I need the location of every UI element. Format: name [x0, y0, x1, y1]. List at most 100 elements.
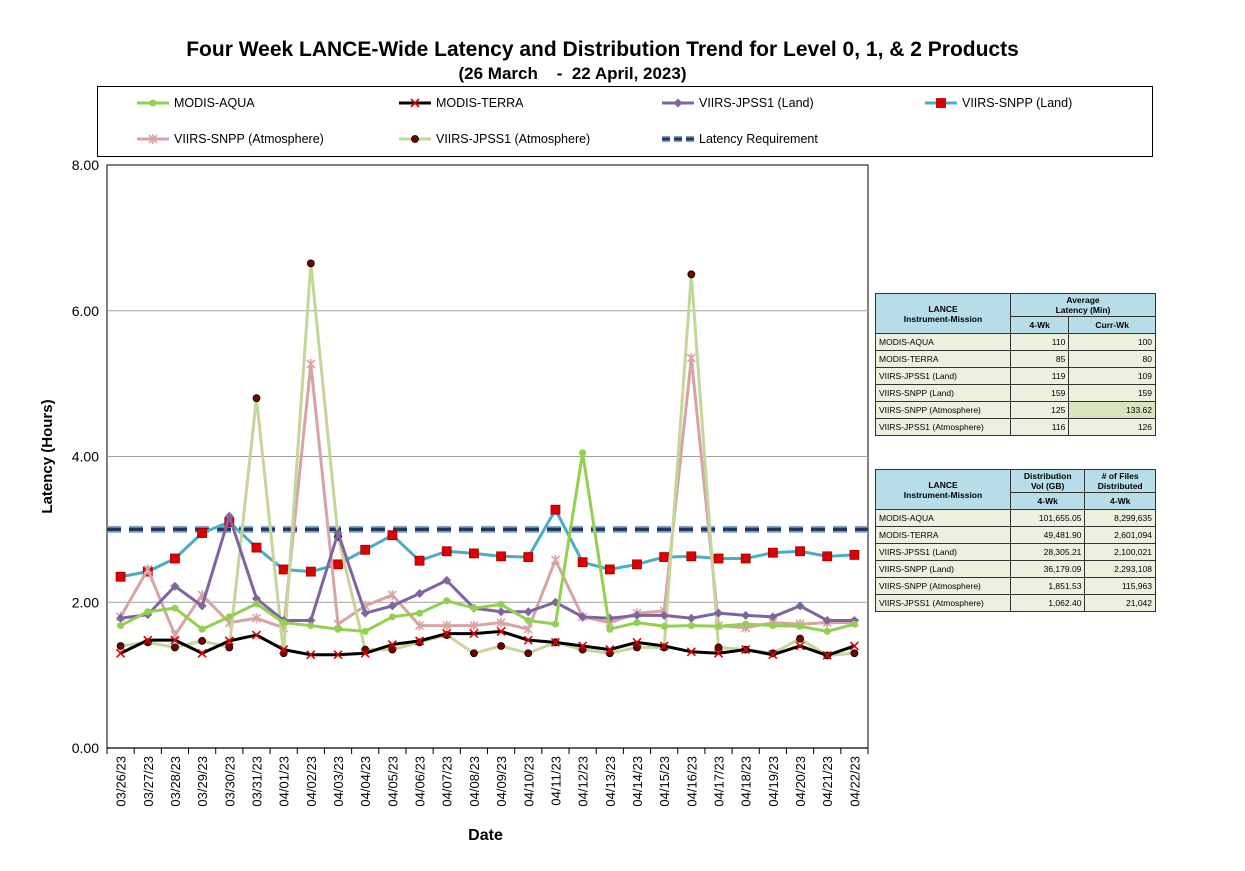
table-cell-files: 8,299,635 [1084, 509, 1156, 527]
x-tick-label: 03/27/23 [141, 756, 156, 807]
table-row: VIIRS-SNPP (Land) 159 159 [875, 384, 1156, 402]
table2-subheader-files: 4-Wk [1084, 492, 1156, 510]
table-cell-instrument: VIIRS-SNPP (Land) [875, 560, 1011, 578]
data-point-viirs-snpp-atm [306, 358, 316, 369]
legend-label: MODIS-AQUA [174, 96, 255, 110]
table-row: MODIS-AQUA 110 100 [875, 333, 1156, 351]
data-point-viirs-snpp-atm [523, 624, 533, 635]
data-point-viirs-jpss1-land [523, 607, 533, 617]
table-cell-files: 2,601,094 [1084, 526, 1156, 544]
data-point-viirs-snpp-land [360, 544, 371, 555]
data-point-modis-aqua [280, 619, 288, 627]
data-point-viirs-jpss1-land [741, 610, 751, 620]
data-point-modis-terra [523, 635, 533, 645]
data-point-viirs-jpss1-land [496, 607, 506, 617]
table-cell-instrument: MODIS-TERRA [875, 350, 1011, 368]
legend-label: VIIRS-JPSS1 (Land) [699, 96, 814, 110]
table-cell-volume: 28,305.21 [1009, 543, 1086, 561]
data-point-viirs-jpss1-land [251, 594, 261, 604]
data-point-viirs-snpp-land [469, 548, 479, 559]
data-point-viirs-jpss1-atm [524, 649, 533, 658]
table-row: VIIRS-JPSS1 (Atmosphere) 116 126 [875, 418, 1156, 436]
data-point-modis-aqua [687, 622, 695, 630]
legend-label: MODIS-TERRA [436, 96, 524, 110]
data-point-modis-terra [741, 645, 751, 655]
x-tick-label: 04/12/23 [576, 756, 591, 807]
data-point-modis-terra [333, 650, 343, 660]
table-cell-4wk: 119 [1009, 367, 1070, 385]
latency-table: LANCE Instrument-Mission Average Latency (… [875, 293, 1156, 436]
legend-item-viirs-jpss1-atm: VIIRS-JPSS1 (Atmosphere) [398, 132, 590, 146]
data-point-viirs-jpss1-atm [388, 645, 397, 654]
y-tick-label: 0.00 [72, 740, 99, 756]
distribution-table: LANCE Instrument-Mission Distribution Vol … [875, 469, 1156, 612]
x-tick-label: 03/26/23 [114, 756, 129, 807]
table-row: VIIRS-JPSS1 (Land) 28,305.21 2,100,021 [875, 543, 1156, 561]
data-point-viirs-snpp-atm [686, 353, 696, 364]
table1-subheader-4wk: 4-Wk [1009, 316, 1070, 334]
data-point-viirs-jpss1-atm [171, 643, 179, 652]
table-cell-4wk: 159 [1009, 384, 1070, 402]
series-line-modis-aqua [119, 451, 855, 633]
data-point-modis-aqua [850, 620, 858, 628]
table2-header-volume: Distribution Vol (GB) [1009, 469, 1086, 493]
table-row: VIIRS-JPSS1 (Atmosphere) 1,062.40 21,042 [875, 594, 1156, 612]
data-point-viirs-snpp-land [251, 542, 262, 553]
data-point-modis-aqua [579, 449, 587, 457]
data-point-viirs-jpss1-atm [714, 643, 723, 652]
data-point-modis-terra [550, 637, 561, 647]
data-point-viirs-snpp-land [577, 557, 588, 568]
data-point-viirs-snpp-land [659, 552, 670, 562]
data-point-viirs-snpp-land [197, 528, 208, 538]
table-cell-currwk: 100 [1068, 333, 1156, 351]
data-point-modis-terra [387, 639, 397, 650]
data-point-viirs-snpp-land [414, 555, 425, 566]
x-tick-label: 04/22/23 [847, 756, 862, 807]
legend-swatch-icon [662, 136, 694, 142]
y-tick-label: 6.00 [72, 303, 99, 319]
data-point-modis-terra [197, 648, 207, 658]
data-point-viirs-jpss1-atm [306, 259, 315, 268]
x-tick-label: 04/03/23 [331, 756, 346, 807]
table-cell-4wk: 116 [1009, 418, 1070, 436]
x-tick-label: 04/17/23 [712, 756, 727, 807]
x-tick-label: 04/09/23 [494, 756, 509, 807]
data-point-modis-aqua [361, 627, 369, 635]
chart-subtitle: (26 March - 22 April, 2023) [458, 64, 687, 83]
x-tick-label: 04/11/23 [548, 756, 563, 806]
data-point-modis-terra [170, 635, 180, 645]
data-point-viirs-jpss1-atm [198, 636, 207, 645]
series-line-viirs-jpss1-atm [120, 261, 855, 657]
table1-header-instrument: LANCE Instrument-Mission [875, 293, 1011, 334]
table-cell-volume: 49,481.90 [1009, 526, 1086, 544]
data-point-viirs-jpss1-atm [225, 643, 234, 652]
data-point-modis-terra [469, 629, 479, 639]
x-tick-label: 04/19/23 [766, 756, 781, 807]
data-point-modis-aqua [252, 600, 260, 608]
data-point-viirs-jpss1-land [768, 612, 778, 622]
data-point-modis-aqua [769, 622, 777, 630]
legend-swatch-icon [399, 135, 431, 143]
table-cell-files: 2,100,021 [1084, 543, 1156, 561]
table-row: VIIRS-SNPP (Land) 36,179.09 2,293,108 [875, 560, 1156, 578]
legend-item-viirs-snpp-atm: VIIRS-SNPP (Atmosphere) [136, 132, 324, 146]
data-point-viirs-jpss1-atm [687, 270, 696, 279]
table1-subheader-currwk: Curr-Wk [1068, 316, 1156, 334]
data-point-viirs-snpp-land [849, 549, 860, 560]
x-tick-label: 04/18/23 [739, 756, 754, 807]
x-tick-label: 04/04/23 [358, 756, 373, 807]
table-cell-instrument: VIIRS-SNPP (Atmosphere) [875, 401, 1011, 419]
legend-swatch-icon [662, 98, 694, 108]
data-point-viirs-jpss1-land [578, 612, 588, 622]
data-point-modis-aqua [171, 604, 179, 612]
data-point-modis-terra [414, 636, 425, 646]
data-point-viirs-snpp-land [523, 552, 534, 562]
chart-title: Four Week LANCE-Wide Latency and Distrib… [186, 38, 1019, 61]
table-cell-volume: 1,062.40 [1009, 594, 1086, 612]
data-point-viirs-snpp-land [305, 566, 316, 577]
data-point-modis-terra [224, 636, 234, 646]
data-point-viirs-jpss1-land [442, 575, 452, 585]
legend-label: VIIRS-SNPP (Land) [962, 96, 1073, 110]
data-point-modis-aqua [470, 604, 478, 612]
